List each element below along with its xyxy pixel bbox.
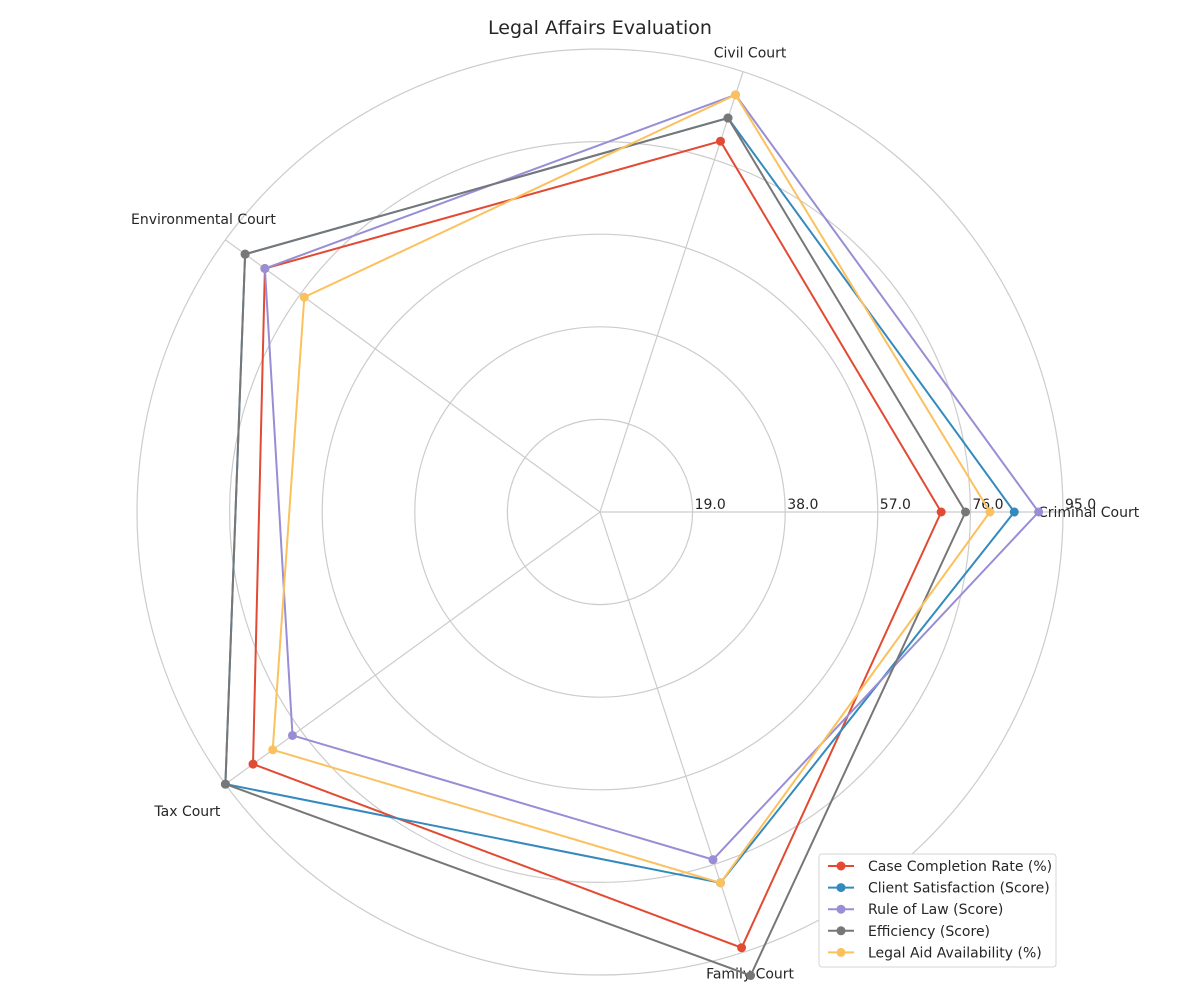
radar-grid bbox=[136, 48, 1064, 976]
series-line bbox=[271, 93, 991, 884]
series-point bbox=[715, 878, 725, 888]
legend-swatch-marker bbox=[836, 926, 846, 936]
radial-tick-label: 57.0 bbox=[880, 497, 911, 513]
grid-spoke bbox=[225, 511, 601, 785]
category-label: Criminal Court bbox=[1038, 505, 1140, 521]
legend-box bbox=[818, 853, 1057, 968]
category-labels: Criminal Court Civil Court Environmental C… bbox=[131, 46, 1140, 983]
series-point bbox=[936, 507, 946, 517]
series-point bbox=[961, 507, 971, 517]
legend-swatch-marker bbox=[836, 904, 846, 914]
series-group bbox=[220, 90, 1044, 981]
legend: Case Completion Rate (%) Client Satisfact… bbox=[818, 853, 1057, 968]
series-line bbox=[224, 116, 967, 977]
series-point bbox=[287, 730, 297, 740]
legend-swatch-marker bbox=[836, 883, 846, 893]
legend-swatch-marker bbox=[836, 947, 846, 957]
series-point bbox=[746, 971, 756, 981]
series-point bbox=[299, 292, 309, 302]
category-label: Environmental Court bbox=[131, 212, 276, 228]
series-point bbox=[737, 943, 747, 953]
series-point bbox=[708, 855, 718, 865]
radial-tick-labels: 19.0 38.0 57.0 76.0 95.0 bbox=[695, 497, 1097, 513]
series-point bbox=[715, 136, 725, 146]
radial-tick-label: 38.0 bbox=[787, 497, 818, 513]
legend-label: Client Satisfaction (Score) bbox=[868, 881, 1050, 897]
legend-label: Efficiency (Score) bbox=[868, 924, 990, 940]
series-point bbox=[723, 113, 733, 123]
legend-label: Case Completion Rate (%) bbox=[868, 859, 1052, 875]
legend-label: Legal Aid Availability (%) bbox=[868, 945, 1042, 961]
radial-tick-label: 76.0 bbox=[972, 497, 1003, 513]
series-point bbox=[240, 249, 250, 259]
series-point bbox=[1009, 507, 1019, 517]
series-point bbox=[248, 759, 258, 769]
radial-tick-label: 19.0 bbox=[695, 497, 726, 513]
chart-title: Legal Affairs Evaluation bbox=[488, 17, 712, 39]
series-line bbox=[251, 140, 943, 949]
series-point bbox=[268, 745, 278, 755]
category-label: Civil Court bbox=[714, 46, 787, 62]
legend-swatch-marker bbox=[836, 861, 846, 871]
series-point bbox=[1034, 507, 1044, 517]
series-point bbox=[731, 90, 741, 100]
category-label: Tax Court bbox=[153, 804, 221, 820]
series-point bbox=[985, 507, 995, 517]
grid-spoke bbox=[225, 239, 601, 513]
series-point bbox=[220, 779, 230, 789]
legend-label: Rule of Law (Score) bbox=[868, 902, 1003, 918]
radial-tick-label: 95.0 bbox=[1065, 497, 1096, 513]
series-point bbox=[260, 264, 270, 274]
series-line bbox=[263, 93, 1040, 861]
